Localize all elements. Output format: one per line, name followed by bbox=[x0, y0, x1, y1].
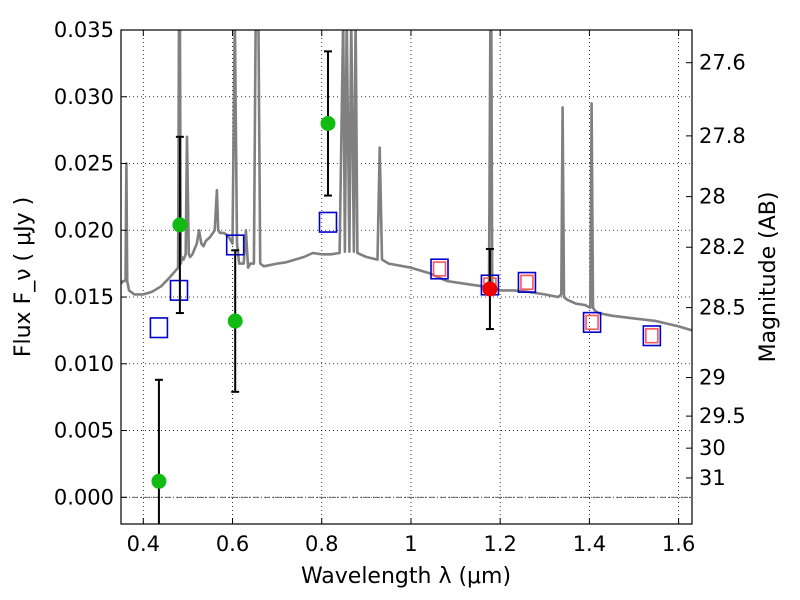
right-tick-label: 28.5 bbox=[699, 296, 746, 320]
spectrum-layer bbox=[121, 30, 692, 332]
photometry-marker-inner bbox=[645, 328, 659, 344]
markers-layer bbox=[149, 50, 662, 524]
y-tick-label: 0.010 bbox=[54, 352, 114, 376]
x-tick-label: 0.8 bbox=[305, 532, 338, 556]
y-tick-label: 0.025 bbox=[54, 152, 114, 176]
y-tick-label: 0.000 bbox=[54, 485, 114, 509]
x-axis: 0.4 0.6 0.8 1 1.2 1.4 1.6 bbox=[127, 30, 695, 556]
photometry-marker-inner bbox=[585, 314, 599, 331]
photometry-marker bbox=[318, 211, 338, 233]
y-axis-left: 0.000 0.005 0.010 0.015 0.020 0.025 0.030 0.035 bbox=[54, 18, 127, 509]
photometry-marker bbox=[582, 311, 602, 333]
x-tick-label: 1.6 bbox=[662, 532, 695, 556]
right-tick-label: 27.6 bbox=[699, 51, 746, 75]
grid-lines bbox=[121, 29, 692, 524]
x-tick-label: 1.4 bbox=[573, 532, 606, 556]
plot-frame bbox=[120, 29, 693, 525]
x-tick-label: 1.2 bbox=[483, 532, 516, 556]
photometry-marker bbox=[517, 271, 537, 293]
y-axis-right-label: Magnitude (AB) bbox=[756, 192, 781, 363]
photometry-marker-inner bbox=[432, 261, 447, 277]
data-point bbox=[482, 281, 498, 297]
plot-area bbox=[121, 30, 692, 524]
photometry-marker-inner bbox=[520, 274, 534, 291]
photometry-marker bbox=[149, 317, 169, 339]
y-tick-label: 0.030 bbox=[54, 85, 114, 109]
x-tick-label: 0.6 bbox=[216, 532, 249, 556]
y-tick-label: 0.005 bbox=[54, 419, 114, 443]
right-tick-label: 27.8 bbox=[699, 124, 746, 148]
right-tick-label: 28.2 bbox=[699, 235, 746, 259]
right-tick-label: 30 bbox=[699, 436, 726, 460]
x-tick-label: 0.4 bbox=[127, 532, 160, 556]
data-point bbox=[151, 473, 167, 489]
right-tick-label: 31 bbox=[699, 466, 726, 490]
y-tick-label: 0.020 bbox=[54, 218, 114, 242]
y-tick-label: 0.035 bbox=[54, 18, 114, 42]
photometry-marker bbox=[642, 325, 662, 347]
right-tick-label: 29.5 bbox=[699, 404, 746, 428]
right-tick-label: 28 bbox=[699, 185, 726, 209]
data-point bbox=[227, 313, 243, 329]
spectrum-line bbox=[121, 30, 692, 332]
data-point bbox=[172, 217, 188, 233]
photometry-marker bbox=[430, 258, 449, 280]
right-tick-label: 29 bbox=[699, 366, 726, 390]
data-point bbox=[320, 115, 336, 131]
x-axis-label: Wavelength λ (μm) bbox=[301, 564, 511, 589]
y-axis-right: 27.6 27.8 28 28.2 28.5 29 29.5 30 31 bbox=[686, 51, 746, 490]
y-tick-label: 0.015 bbox=[54, 285, 114, 309]
x-tick-label: 1 bbox=[404, 532, 417, 556]
y-axis-label: Flux F_ν ( μJy ) bbox=[11, 197, 36, 357]
